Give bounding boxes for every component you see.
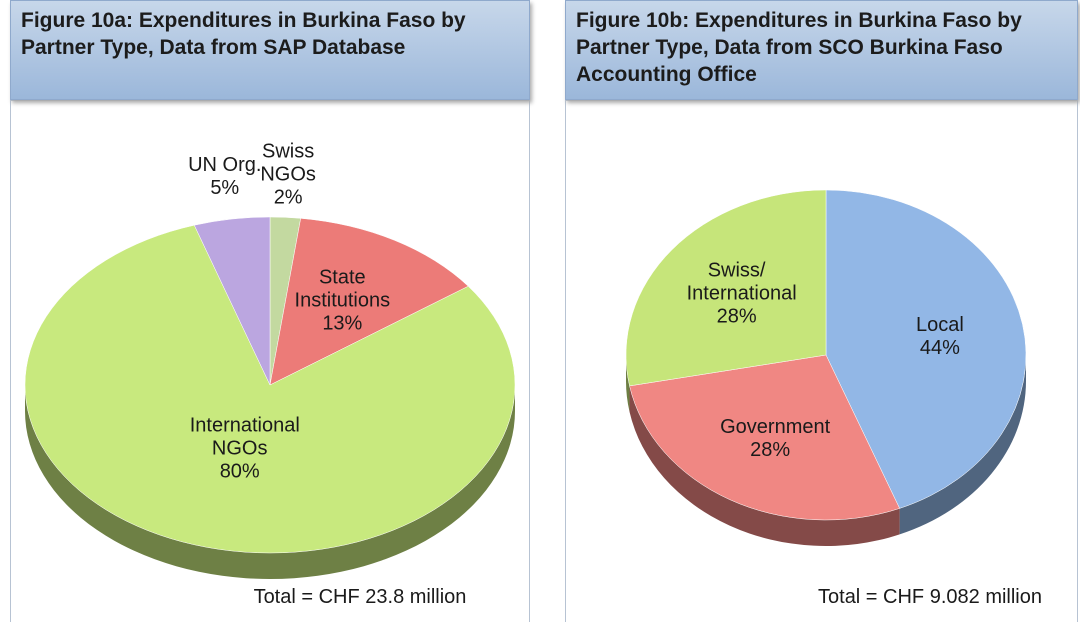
category-label: Swiss NGOs xyxy=(260,140,316,186)
value-label: 5% xyxy=(210,177,240,200)
category-label: Swiss/ International xyxy=(686,259,797,305)
slice-label: Swiss NGOs 2% xyxy=(238,141,338,210)
value-label: 13% xyxy=(322,312,363,335)
slice-label: UN Org. 5% xyxy=(175,154,275,200)
slice-side xyxy=(626,355,630,412)
value-label: 28% xyxy=(716,305,757,328)
chart-title: Figure 10a: Expenditures in Burkina Faso… xyxy=(10,0,530,100)
category-label: State Institutions xyxy=(294,266,391,312)
slice-label: Swiss/ International 28% xyxy=(686,259,797,328)
slice xyxy=(629,354,900,521)
slice xyxy=(24,224,516,554)
slice xyxy=(269,218,469,386)
annotation: Total = CHF 9.082 million xyxy=(818,586,1042,608)
slice-label: Government 28% xyxy=(720,415,831,462)
annotation: Total = CHF 23.8 million xyxy=(253,586,467,608)
category-label: Government xyxy=(720,415,831,438)
slice xyxy=(825,189,1027,509)
slice xyxy=(625,189,827,387)
slice-label: International NGOs 80% xyxy=(189,414,300,483)
value-label: 2% xyxy=(273,186,303,209)
value-label: 28% xyxy=(750,438,791,461)
slice xyxy=(193,216,271,386)
slice-label: State Institutions 13% xyxy=(292,267,392,336)
category-label: UN Org. xyxy=(188,154,262,177)
slice-side xyxy=(899,355,1026,535)
category-label: Local xyxy=(916,314,964,337)
value-label: 44% xyxy=(919,337,960,360)
slice-side xyxy=(629,385,900,546)
slice-label: Local 44% xyxy=(890,314,990,360)
value-label: 80% xyxy=(219,460,260,483)
chart-title: Figure 10b: Expenditures in Burkina Faso… xyxy=(565,0,1078,100)
category-label: International NGOs xyxy=(189,414,300,460)
